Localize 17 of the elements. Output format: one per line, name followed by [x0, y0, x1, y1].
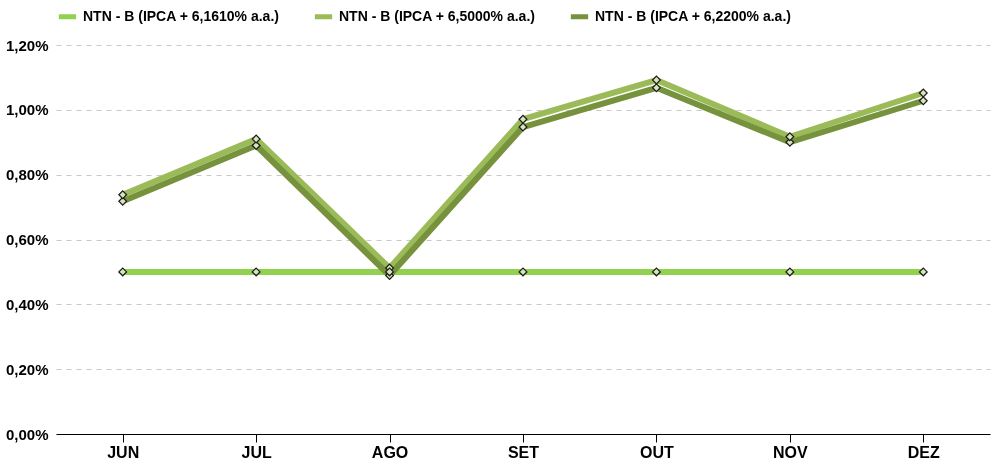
x-tick-label: JUL [241, 443, 272, 461]
y-tick-label: 0,20% [5, 360, 49, 378]
y-tick-label: 0,60% [5, 231, 49, 248]
x-tick-label: OUT [640, 443, 675, 461]
x-tick-label: DEZ [907, 443, 941, 461]
x-tick-label: SET [507, 443, 540, 461]
y-tick-label: 0,40% [5, 295, 49, 313]
y-tick-label: 1,20% [5, 36, 49, 54]
legend-label: NTN - B (IPCA + 6,1610% a.a.) [83, 7, 279, 24]
legend-label: NTN - B (IPCA + 6,2200% a.a.) [595, 7, 791, 24]
x-tick-label: NOV [773, 443, 809, 461]
y-tick-label: 0,00% [5, 425, 49, 443]
y-tick-label: 0,80% [5, 166, 49, 184]
x-tick-label: AGO [371, 443, 409, 461]
legend-label: NTN - B (IPCA + 6,5000% a.a.) [339, 7, 535, 24]
x-tick-label: JUN [107, 443, 140, 461]
y-tick-label: 1,00% [5, 101, 49, 119]
